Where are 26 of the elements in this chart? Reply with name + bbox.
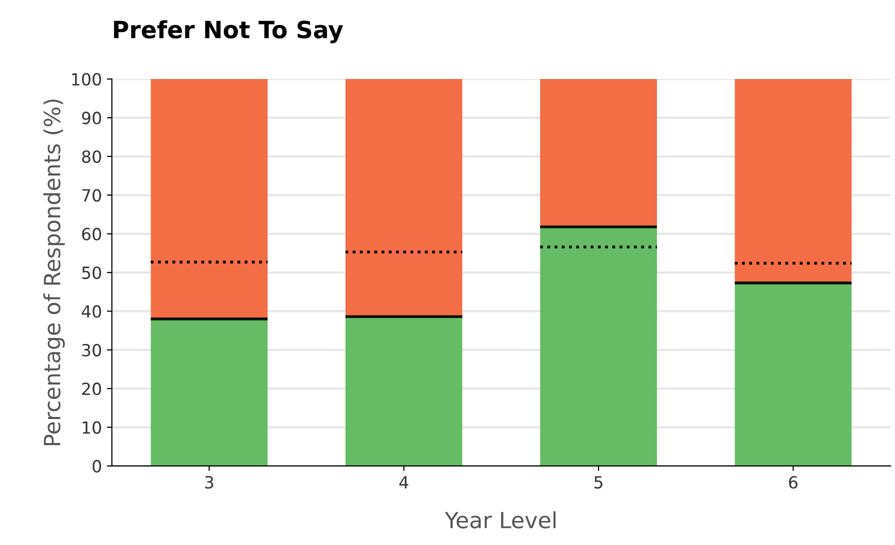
bar	[734, 282, 852, 466]
bar	[540, 79, 657, 227]
y-tick-label: 10	[82, 421, 102, 434]
x-tick-label: 5	[594, 476, 602, 489]
bar	[540, 226, 657, 466]
bar	[345, 79, 462, 317]
y-tick-label: 20	[82, 382, 102, 396]
y-tick-label: 60	[82, 228, 102, 240]
y-tick-label: 80	[82, 150, 102, 163]
y-tick-label: 40	[82, 305, 102, 318]
x-tick-label: 4	[399, 476, 408, 488]
y-tick-label: 100	[72, 72, 102, 86]
x-tick-label: 6	[789, 476, 798, 489]
bar	[150, 79, 268, 319]
bar	[345, 316, 462, 466]
y-tick-label: 70	[82, 189, 102, 202]
bar	[734, 79, 852, 283]
x-axis-title: Year Level	[444, 511, 556, 528]
y-axis-title: Percentage of Respondents (%)	[43, 100, 65, 446]
y-tick-label: 30	[82, 344, 102, 356]
y-tick-label: 90	[82, 112, 102, 124]
y-tick-label: 50	[82, 266, 102, 280]
x-tick-label: 3	[205, 476, 214, 489]
y-tick-label: 0	[92, 460, 102, 473]
bar	[150, 318, 268, 466]
chart-title: Prefer Not To Say	[114, 20, 344, 44]
